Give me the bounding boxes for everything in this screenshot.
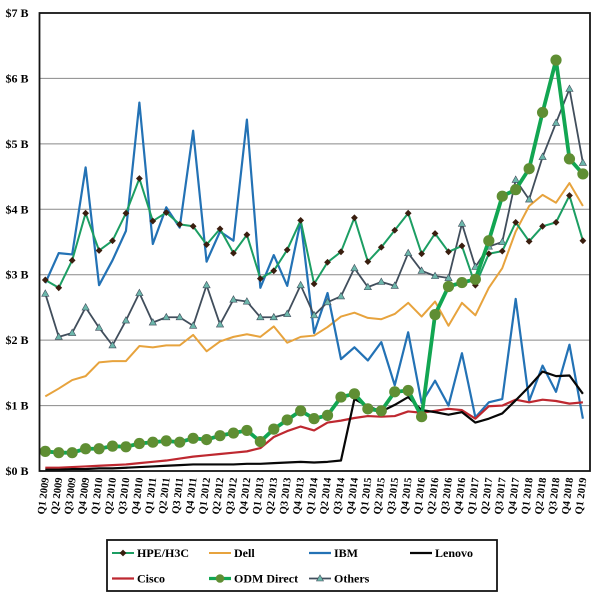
svg-text:Q4 2014: Q4 2014 [345, 476, 361, 515]
svg-text:Q4 2015: Q4 2015 [399, 477, 414, 515]
svg-text:Q3 2016: Q3 2016 [440, 477, 455, 515]
svg-text:Q4 2013: Q4 2013 [292, 477, 307, 515]
svg-text:Q4 2010: Q4 2010 [130, 477, 145, 515]
svg-text:Q2 2016: Q2 2016 [426, 477, 441, 515]
svg-text:Q1 2018: Q1 2018 [520, 477, 535, 515]
svg-text:Q4 2012: Q4 2012 [238, 477, 253, 515]
svg-text:Q3 2018: Q3 2018 [547, 477, 562, 515]
svg-text:Q4 2009: Q4 2009 [77, 477, 92, 515]
svg-text:Q1 2016: Q1 2016 [413, 477, 428, 515]
svg-text:Q3 2017: Q3 2017 [493, 477, 508, 515]
svg-text:Q1 2017: Q1 2017 [466, 477, 481, 515]
svg-text:Others: Others [334, 572, 370, 586]
svg-text:Q2 2018: Q2 2018 [534, 477, 549, 515]
svg-text:Q2 2017: Q2 2017 [480, 477, 495, 515]
svg-text:ODM Direct: ODM Direct [234, 572, 298, 586]
svg-text:$2 B: $2 B [5, 333, 28, 347]
svg-text:Q4 2017: Q4 2017 [507, 477, 522, 515]
svg-text:Q2 2013: Q2 2013 [265, 477, 280, 515]
svg-text:Q1 2012: Q1 2012 [198, 477, 213, 515]
svg-text:Q3 2010: Q3 2010 [117, 477, 132, 515]
svg-text:Dell: Dell [234, 546, 255, 560]
svg-text:Q4 2011: Q4 2011 [184, 477, 199, 515]
svg-text:Lenovo: Lenovo [435, 546, 473, 560]
svg-text:$5 B: $5 B [5, 137, 28, 151]
svg-text:$4 B: $4 B [5, 202, 28, 216]
svg-text:$0 B: $0 B [5, 464, 28, 478]
svg-text:Q1 2013: Q1 2013 [251, 477, 266, 515]
svg-text:Q1 2015: Q1 2015 [359, 477, 374, 515]
svg-text:Cisco: Cisco [137, 572, 165, 586]
svg-text:Q1 2009: Q1 2009 [36, 477, 51, 515]
svg-text:Q1 2010: Q1 2010 [90, 477, 105, 515]
svg-text:Q3 2009: Q3 2009 [63, 477, 78, 515]
svg-text:Q2 2014: Q2 2014 [319, 476, 335, 515]
svg-text:Q2 2012: Q2 2012 [211, 477, 226, 515]
svg-text:$7 B: $7 B [5, 6, 28, 20]
svg-text:HPE/H3C: HPE/H3C [137, 546, 189, 560]
svg-text:Q4 2018: Q4 2018 [561, 477, 576, 515]
svg-text:Q3 2012: Q3 2012 [225, 477, 240, 515]
svg-text:IBM: IBM [334, 546, 358, 560]
svg-text:Q2 2009: Q2 2009 [50, 477, 65, 515]
svg-text:Q2 2010: Q2 2010 [104, 477, 119, 515]
svg-text:Q3 2013: Q3 2013 [278, 477, 293, 515]
svg-text:Q3 2011: Q3 2011 [171, 477, 186, 515]
svg-text:Q2 2015: Q2 2015 [372, 477, 387, 515]
svg-text:$3 B: $3 B [5, 268, 28, 282]
svg-text:$1 B: $1 B [5, 399, 28, 413]
svg-text:$6 B: $6 B [5, 71, 28, 85]
svg-text:Q1 2019: Q1 2019 [574, 477, 589, 515]
svg-text:Q2 2011: Q2 2011 [157, 477, 172, 515]
svg-text:Q4 2016: Q4 2016 [453, 477, 468, 515]
svg-text:Q3 2015: Q3 2015 [386, 477, 401, 515]
svg-text:Q1 2011: Q1 2011 [144, 477, 159, 515]
svg-text:Q1 2014: Q1 2014 [305, 476, 321, 515]
svg-text:Q3 2014: Q3 2014 [332, 476, 348, 515]
